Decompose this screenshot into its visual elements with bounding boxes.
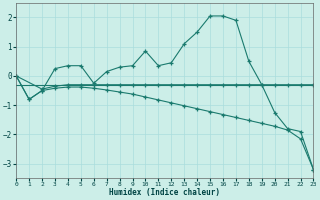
X-axis label: Humidex (Indice chaleur): Humidex (Indice chaleur)	[109, 188, 220, 197]
